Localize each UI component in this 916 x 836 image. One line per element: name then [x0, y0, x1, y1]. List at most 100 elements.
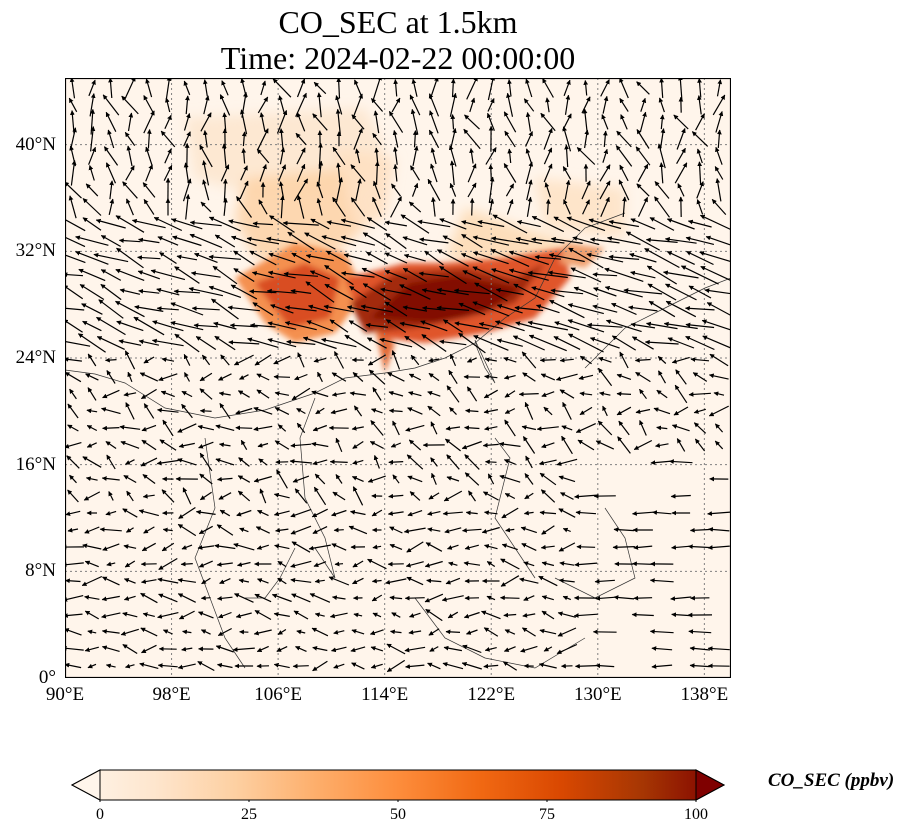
wind-arrow — [572, 236, 600, 246]
wind-arrow — [82, 456, 102, 468]
wind-arrow — [561, 435, 573, 455]
wind-arrow — [214, 543, 236, 550]
wind-arrow — [558, 578, 575, 583]
wind-arrow — [82, 198, 102, 216]
wind-arrow — [290, 508, 312, 518]
wind-arrow — [708, 527, 730, 532]
wind-arrow — [503, 612, 517, 618]
wind-arrow — [473, 335, 509, 351]
wind-arrow — [616, 130, 632, 148]
wind-arrow — [595, 440, 615, 450]
wind-arrow — [309, 593, 331, 603]
wind-arrow — [316, 181, 324, 199]
wind-arrow — [233, 354, 254, 366]
wind-arrow — [85, 373, 99, 381]
wind-arrow — [313, 357, 327, 363]
wind-arrow — [657, 370, 667, 384]
wind-arrow — [164, 97, 171, 113]
wind-arrow — [141, 579, 157, 584]
wind-arrow — [446, 476, 460, 482]
wind-arrow — [503, 459, 516, 465]
wind-arrow — [657, 356, 667, 364]
wind-arrow — [293, 610, 309, 620]
wind-arrow — [237, 490, 251, 502]
wind-arrow — [108, 77, 113, 99]
wind-arrow — [602, 130, 608, 147]
wind-arrow — [399, 284, 431, 300]
wind-arrow — [138, 339, 160, 346]
wind-arrow — [418, 271, 449, 278]
wind-arrow — [428, 372, 440, 382]
wind-arrow — [442, 662, 464, 670]
wind-arrow — [500, 595, 520, 601]
wind-arrow — [388, 493, 404, 499]
wind-arrow — [219, 403, 231, 419]
wind-arrow — [707, 511, 731, 516]
wind-arrow — [598, 356, 612, 363]
wind-arrow — [538, 662, 557, 669]
wind-arrow — [62, 319, 83, 333]
wind-arrow — [290, 560, 312, 568]
wind-arrow — [708, 373, 729, 380]
wind-arrow — [575, 423, 596, 433]
wind-arrow — [313, 561, 327, 567]
wind-arrow — [237, 561, 251, 567]
wind-arrow — [542, 78, 554, 98]
wind-arrow — [202, 160, 210, 186]
wind-arrow — [304, 232, 336, 250]
wind-arrow — [296, 407, 306, 415]
wind-arrow — [274, 543, 290, 550]
wind-arrow — [469, 198, 475, 216]
wind-arrow — [131, 218, 166, 229]
wind-arrow — [429, 110, 439, 134]
wind-arrow — [482, 442, 499, 448]
wind-arrow — [177, 523, 197, 537]
wind-arrow — [152, 320, 184, 332]
wind-arrow — [380, 287, 412, 296]
wind-arrow — [581, 180, 591, 200]
wind-arrow — [276, 469, 288, 489]
map-border — [64, 77, 732, 679]
wind-arrow — [445, 438, 461, 452]
wind-arrow — [355, 178, 362, 202]
wind-arrow — [630, 218, 656, 230]
wind-arrow — [484, 510, 498, 516]
wind-arrow — [233, 267, 255, 283]
wind-arrow — [67, 403, 79, 419]
wind-arrow — [524, 401, 534, 420]
wind-arrow — [521, 425, 537, 431]
wind-arrow — [157, 577, 179, 584]
wind-arrow — [208, 254, 242, 260]
wind-arrow — [228, 219, 260, 228]
wind-arrow — [274, 440, 290, 450]
wind-arrow — [122, 643, 138, 655]
wind-arrow — [702, 335, 736, 351]
wind-arrow — [631, 612, 654, 618]
wind-arrow — [499, 441, 521, 447]
wind-arrow — [185, 95, 190, 115]
wind-arrow — [597, 420, 613, 436]
wind-arrow — [407, 475, 423, 483]
wind-arrow — [282, 220, 319, 226]
wind-arrow — [407, 407, 423, 415]
wind-arrow — [411, 78, 418, 97]
wind-arrow — [524, 492, 534, 500]
wind-arrow — [449, 160, 455, 186]
wind-arrow — [714, 423, 724, 433]
wind-arrow — [453, 288, 490, 295]
wind-arrow — [666, 251, 695, 265]
wind-arrow — [697, 77, 702, 98]
wind-arrow — [372, 544, 382, 550]
wind-arrow — [676, 438, 686, 452]
wind-arrow — [86, 442, 97, 448]
wind-arrow — [331, 509, 347, 517]
wind-arrow — [665, 300, 697, 318]
wind-arrow — [525, 148, 532, 164]
wind-arrow — [504, 390, 516, 398]
wind-arrow — [176, 254, 198, 261]
wind-arrow — [411, 182, 419, 197]
wind-arrow — [362, 283, 392, 301]
wind-arrow — [180, 561, 193, 567]
wind-arrow — [217, 595, 233, 601]
wind-arrow — [500, 575, 520, 587]
